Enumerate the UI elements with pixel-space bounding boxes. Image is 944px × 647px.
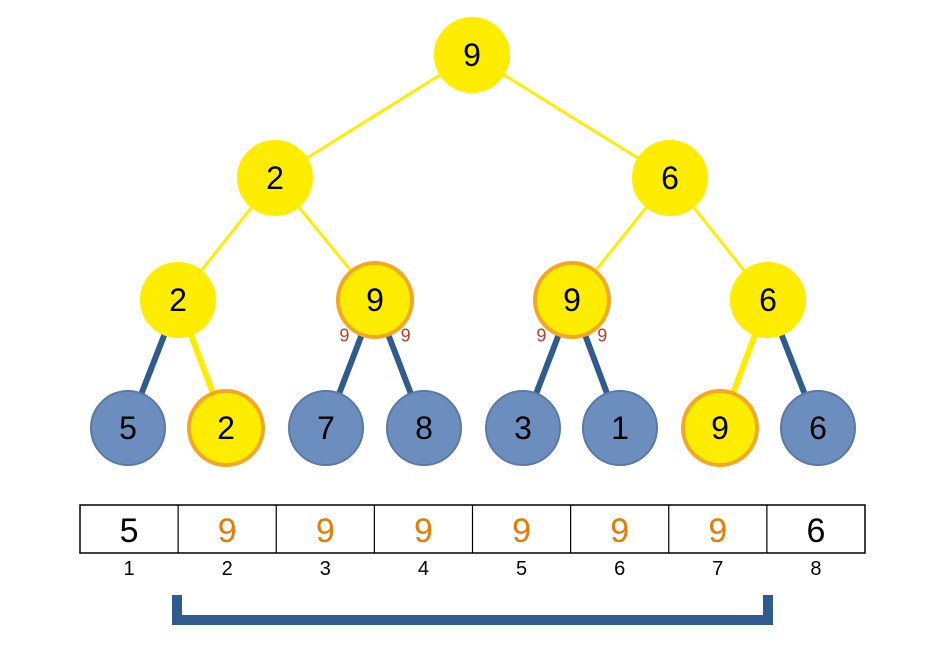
tree-node: 9 <box>338 263 412 337</box>
table-cell: 9 <box>316 512 335 550</box>
table-index: 8 <box>810 558 821 580</box>
tree-node: 9 <box>435 18 509 92</box>
tree-edge <box>306 75 440 159</box>
table-index: 4 <box>418 558 429 580</box>
tree-node: 6 <box>781 391 855 465</box>
tree-node-label: 9 <box>463 37 481 73</box>
tree-node-label: 5 <box>119 410 137 446</box>
table-cell: 6 <box>806 512 825 550</box>
tree-node: 2 <box>238 141 312 215</box>
tree-edge <box>693 207 745 271</box>
table-index: 5 <box>516 558 527 580</box>
table-cell: 9 <box>218 512 237 550</box>
tree-edge <box>201 207 252 271</box>
tree-node: 8 <box>387 391 461 465</box>
tree-edge <box>781 334 804 393</box>
table-cell: 9 <box>512 512 531 550</box>
tree-node-label: 2 <box>266 160 284 196</box>
tree-node: 7 <box>289 391 363 465</box>
tree-node-label: 9 <box>711 410 729 446</box>
table-index: 7 <box>712 558 723 580</box>
tree-node: 9 <box>535 263 609 337</box>
tree-edge <box>595 207 647 271</box>
table-index: 2 <box>222 558 233 580</box>
table-index: 3 <box>320 558 331 580</box>
tree-node-label: 7 <box>317 410 335 446</box>
tree-edge <box>191 335 213 394</box>
tree-node: 6 <box>633 141 707 215</box>
edge-label: 9 <box>401 325 411 345</box>
tree-node: 2 <box>141 263 215 337</box>
tree-node-label: 6 <box>809 410 827 446</box>
tree-node-label: 8 <box>415 410 433 446</box>
tree-node: 5 <box>91 391 165 465</box>
edge-label: 9 <box>536 325 546 345</box>
table-cell: 9 <box>610 512 629 550</box>
tree-node-label: 2 <box>217 410 235 446</box>
table-cell: 9 <box>414 512 433 550</box>
segment-tree-diagram: 99999262996527831965192939495969768 <box>0 0 944 647</box>
tree-node-label: 6 <box>661 160 679 196</box>
tree-node-label: 3 <box>514 410 532 446</box>
tree-node-label: 9 <box>366 282 384 318</box>
tree-edge <box>733 335 755 394</box>
table-cell: 5 <box>120 512 139 550</box>
tree-node-label: 1 <box>611 410 629 446</box>
range-bracket <box>177 595 768 620</box>
edge-label: 9 <box>339 325 349 345</box>
tree-edge <box>141 334 164 393</box>
tree-node-label: 2 <box>169 282 187 318</box>
edge-label: 9 <box>597 325 607 345</box>
tree-node: 9 <box>683 391 757 465</box>
tree-node-label: 6 <box>759 282 777 318</box>
tree-node: 3 <box>486 391 560 465</box>
tree-node: 6 <box>731 263 805 337</box>
tree-node: 2 <box>189 391 263 465</box>
table-index: 6 <box>614 558 625 580</box>
table-index: 1 <box>124 558 135 580</box>
tree-node-label: 9 <box>563 282 581 318</box>
tree-edge <box>298 207 351 272</box>
tree-node: 1 <box>583 391 657 465</box>
tree-edge <box>503 75 638 159</box>
table-cell: 9 <box>708 512 727 550</box>
